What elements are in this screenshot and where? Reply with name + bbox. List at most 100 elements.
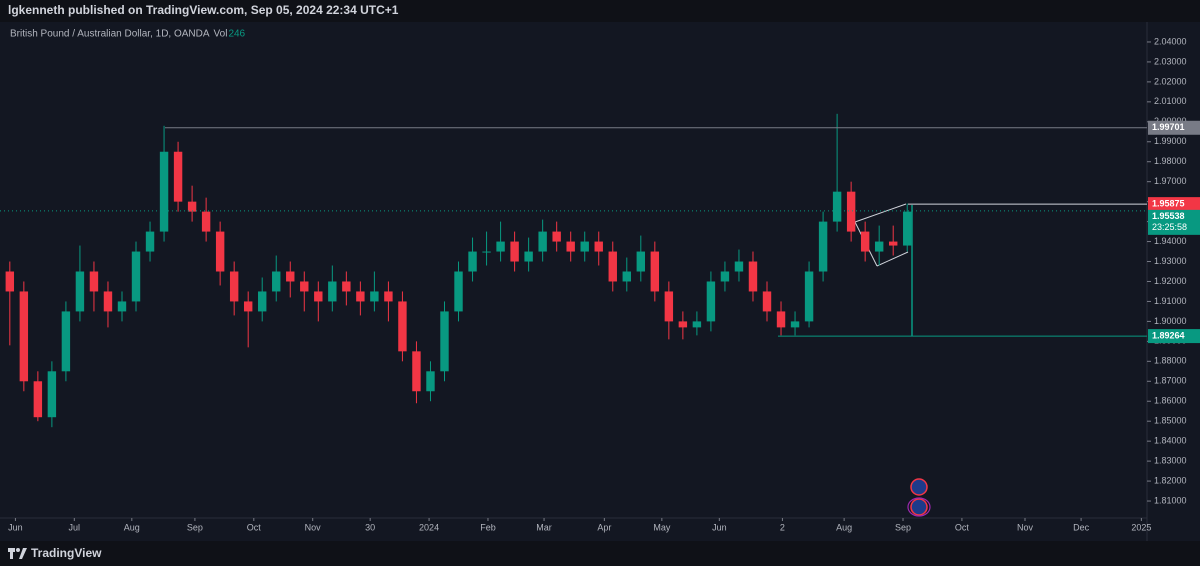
y-tick-label: 1.84000 — [1154, 436, 1187, 446]
x-tick-label: Sep — [187, 522, 203, 532]
x-tick-label: 2024 — [419, 522, 439, 532]
candle-body — [103, 291, 113, 312]
plot: 2.040002.030002.020002.010002.000001.990… — [0, 36, 1200, 532]
candle-body — [888, 241, 898, 246]
x-tick-label: May — [653, 522, 671, 532]
candle-body — [258, 291, 267, 312]
x-tick-label: Apr — [597, 522, 611, 532]
volume-label: Vol — [214, 29, 228, 40]
candle-body — [734, 261, 744, 272]
candle-body — [874, 241, 884, 252]
candle-body — [272, 271, 281, 292]
x-tick-label: Feb — [480, 522, 496, 532]
candle-body — [131, 251, 141, 302]
high-marker-box — [1148, 197, 1200, 212]
candle-body — [426, 371, 435, 392]
x-tick-label: Nov — [1017, 522, 1034, 532]
last-price-label: 1.95538 — [1152, 211, 1185, 221]
candle-body — [692, 321, 702, 328]
y-tick-label: 1.90000 — [1154, 316, 1187, 326]
candle-body — [594, 241, 603, 252]
x-tick-label: Dec — [1073, 522, 1090, 532]
logo — [8, 548, 27, 559]
candle-body — [201, 211, 211, 232]
x-tick-label: Sep — [895, 522, 911, 532]
candle-body — [622, 271, 631, 282]
candle-body — [538, 231, 547, 252]
candle-body — [75, 271, 85, 312]
candle-body — [804, 271, 814, 322]
candle-body — [650, 251, 660, 292]
candle-body — [300, 281, 309, 292]
candle-body — [47, 371, 57, 418]
wedge-line — [876, 251, 909, 267]
x-tick-label: Aug — [836, 522, 852, 532]
level-label-box — [1148, 120, 1200, 135]
candle-body — [412, 351, 421, 392]
x-tick-label: 2025 — [1131, 522, 1151, 532]
candle-body — [790, 321, 800, 328]
candle-body — [61, 311, 71, 372]
candle-body — [664, 291, 674, 322]
candle-body — [678, 321, 688, 328]
candle-body — [398, 301, 407, 352]
candle-body — [580, 241, 589, 252]
candle-body — [468, 251, 477, 272]
candle-body — [159, 151, 169, 232]
candle-body — [440, 311, 449, 372]
candle-body — [510, 241, 519, 262]
y-tick-label: 1.93000 — [1154, 256, 1187, 266]
candle-body — [482, 251, 491, 253]
header-text: lgkenneth published on TradingView.com, … — [8, 3, 399, 17]
candle-body — [762, 291, 772, 312]
event-icons — [907, 478, 931, 517]
candle-body — [496, 241, 505, 252]
logo-mark — [19, 548, 27, 559]
event-icon[interactable] — [910, 498, 928, 516]
y-tick-label: 2.03000 — [1154, 56, 1187, 66]
y-tick-label: 1.86000 — [1154, 396, 1187, 406]
footer-bar — [0, 541, 1200, 566]
event-highlight — [907, 497, 931, 517]
x-tick-label: 2 — [780, 522, 785, 532]
candle-body — [384, 291, 393, 302]
candle-body — [903, 211, 912, 246]
high-marker-label: 1.95875 — [1152, 199, 1185, 209]
candle-body — [356, 291, 365, 302]
y-tick-label: 1.88000 — [1154, 356, 1187, 366]
logo-mark — [16, 548, 20, 552]
level-label-box — [1148, 329, 1200, 344]
y-tick-label: 1.97000 — [1154, 176, 1187, 186]
last-price-box — [1148, 209, 1200, 235]
candle-body — [748, 261, 758, 292]
candle-body — [187, 201, 197, 212]
candle-body — [314, 291, 323, 302]
candle-body — [229, 271, 239, 302]
event-icon[interactable] — [910, 478, 928, 496]
candle-body — [145, 231, 155, 252]
candle-body — [89, 271, 99, 292]
x-tick-label: Mar — [536, 522, 552, 532]
y-tick-label: 2.04000 — [1154, 36, 1187, 46]
candle-body — [720, 271, 730, 282]
y-tick-label: 1.85000 — [1154, 416, 1187, 426]
x-tick-label: Nov — [305, 522, 322, 532]
candle-body — [860, 231, 870, 252]
y-tick-label: 1.81000 — [1154, 495, 1187, 505]
candle-body — [846, 191, 856, 232]
candle-body — [818, 221, 828, 272]
logo-mark — [8, 548, 15, 552]
y-tick-label: 1.92000 — [1154, 276, 1187, 286]
candle-body — [370, 291, 379, 302]
y-tick-label: 1.94000 — [1154, 236, 1187, 246]
candle-body — [566, 241, 575, 252]
y-tick-label: 1.91000 — [1154, 296, 1187, 306]
footer-brand: TradingView — [31, 546, 102, 560]
x-tick-label: Jul — [69, 522, 81, 532]
y-tick-label: 2.01000 — [1154, 96, 1187, 106]
candle-body — [19, 291, 29, 382]
candle-body — [33, 381, 43, 418]
candle-body — [608, 251, 617, 282]
